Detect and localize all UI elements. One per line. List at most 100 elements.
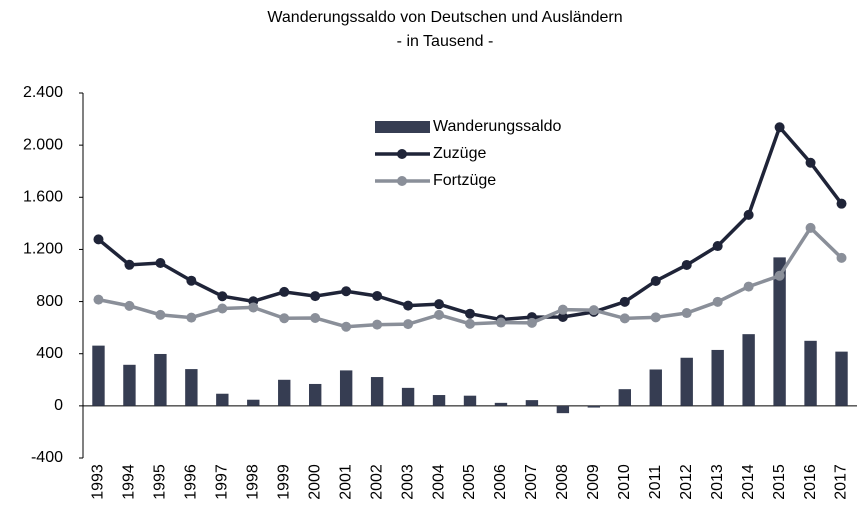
y-tick-label: 2.000: [23, 136, 63, 153]
x-tick-label: 2007: [523, 464, 540, 500]
point: [341, 321, 352, 332]
point: [805, 222, 816, 233]
x-tick-label: 1998: [244, 464, 261, 500]
bar: [185, 369, 198, 406]
point: [681, 308, 692, 319]
x-tick-label: 2017: [833, 464, 850, 500]
point: [372, 319, 383, 330]
y-tick-label: 1.600: [23, 189, 63, 206]
x-tick-label: 2015: [771, 464, 788, 500]
point: [124, 300, 135, 311]
x-tick-label: 2000: [306, 464, 323, 500]
x-tick-label: 1993: [90, 464, 107, 500]
point: [434, 309, 445, 320]
point: [805, 157, 816, 168]
x-tick-label: 2011: [647, 465, 664, 500]
point: [619, 296, 630, 307]
point: [836, 252, 847, 263]
point: [217, 303, 228, 314]
bar: [525, 400, 539, 406]
x-tick-label: 2016: [802, 464, 819, 500]
x-tick-label: 2012: [678, 464, 695, 500]
x-tick-label: 1997: [214, 464, 231, 500]
legend-label: Fortzüge: [433, 172, 496, 189]
point: [465, 318, 475, 329]
bar: [618, 389, 631, 406]
chart-title: Wanderungssaldo von Deutschen und Auslän…: [267, 9, 622, 26]
bar: [216, 393, 229, 406]
point: [186, 312, 197, 323]
x-tick-label: 2002: [368, 464, 385, 500]
x-tick-label: 2006: [492, 464, 509, 500]
legend-swatch: [397, 176, 407, 186]
point: [217, 291, 228, 302]
bar: [742, 334, 755, 406]
point: [93, 294, 104, 305]
y-tick-label: 800: [36, 293, 63, 310]
bar: [154, 353, 167, 406]
point: [588, 305, 599, 316]
point: [650, 275, 661, 286]
bar: [711, 349, 724, 406]
point: [93, 234, 104, 245]
point: [434, 299, 445, 310]
y-tick-label: 1.200: [23, 241, 63, 258]
legend-label: Wanderungssaldo: [433, 118, 561, 135]
x-tick-label: 1999: [275, 464, 292, 500]
point: [403, 300, 414, 311]
point: [186, 275, 197, 286]
x-tick-label: 2009: [585, 464, 602, 500]
point: [712, 296, 723, 307]
point: [526, 317, 537, 328]
x-tick-label: 1994: [121, 464, 138, 500]
x-tick-label: 2001: [337, 464, 354, 500]
bar: [494, 402, 508, 406]
point: [619, 313, 630, 324]
bar: [278, 379, 291, 406]
x-tick-label: 2003: [399, 464, 416, 500]
point: [310, 291, 321, 302]
x-tick-label: 2014: [740, 464, 757, 500]
bar: [835, 351, 848, 406]
bar: [680, 357, 693, 406]
bar: [339, 370, 353, 406]
point: [155, 309, 166, 320]
point: [743, 209, 754, 220]
point: [681, 259, 692, 270]
y-tick-label: -400: [31, 449, 63, 466]
bar: [309, 383, 322, 406]
bar: [556, 405, 570, 414]
point: [310, 312, 321, 323]
x-tick-label: 1996: [183, 464, 200, 500]
point: [774, 270, 785, 281]
bar: [401, 387, 415, 406]
bar: [123, 364, 136, 406]
bar: [587, 405, 601, 408]
point: [403, 319, 414, 330]
bar: [463, 395, 477, 406]
legend-label: Zuzüge: [433, 145, 486, 162]
x-tick-label: 2013: [709, 464, 726, 500]
chart-subtitle: - in Tausend -: [397, 33, 494, 50]
point: [248, 302, 259, 313]
point: [836, 198, 847, 209]
bar: [432, 395, 446, 406]
y-tick-label: 2.400: [23, 84, 63, 101]
point: [557, 304, 568, 315]
legend-swatch: [397, 149, 407, 159]
y-tick-label: 0: [54, 397, 63, 414]
y-tick-label: 400: [36, 345, 63, 362]
bar: [92, 345, 105, 406]
point: [279, 313, 290, 324]
x-tick-label: 1995: [152, 464, 169, 500]
point: [341, 286, 352, 297]
legend-swatch: [375, 121, 430, 133]
point: [650, 312, 661, 323]
point: [372, 290, 383, 301]
x-tick-label: 2004: [430, 464, 447, 500]
bar: [773, 257, 786, 406]
bar: [247, 399, 260, 406]
x-tick-label: 2008: [554, 464, 571, 500]
bar: [370, 377, 384, 406]
